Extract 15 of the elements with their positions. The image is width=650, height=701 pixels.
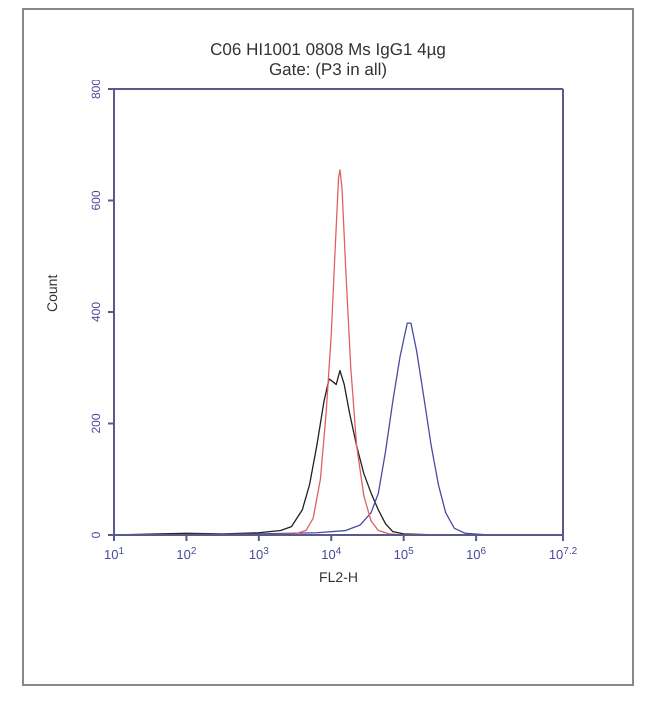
x-tick-label: 10$^{3}$ <box>248 546 270 562</box>
x-tick-label: 10$^{6}$ <box>466 546 487 562</box>
y-tick-label: 600 <box>89 190 103 211</box>
y-axis-title: Count <box>44 274 60 312</box>
y-tick-label: 400 <box>89 302 103 322</box>
y-tick-label: 200 <box>89 413 103 434</box>
chart-title: C06 HI1001 0808 Ms IgG1 4µg <box>209 40 447 60</box>
x-tick-label: 10$^{5}$ <box>394 546 414 562</box>
chart-subtitle: Gate: (P3 in all) <box>268 60 388 80</box>
y-tick-label: 0 <box>89 531 103 538</box>
x-tick-label: 10$^{4}$ <box>321 546 342 562</box>
x-tick-label: 10$^{2}$ <box>176 546 197 562</box>
x-tick-label: 10$^{7.2}$ <box>548 546 578 562</box>
x-tick-label: 10$^{1}$ <box>104 546 124 562</box>
x-axis-title: FL2-H <box>319 569 358 585</box>
